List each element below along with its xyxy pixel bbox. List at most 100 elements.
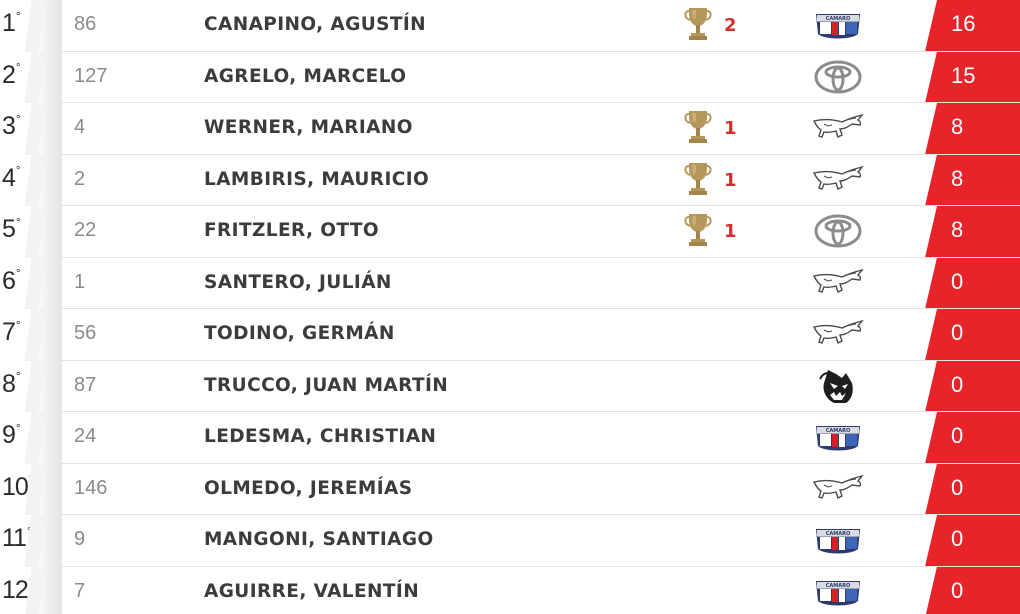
points-cell: 8 xyxy=(925,103,1020,155)
table-row[interactable]: 6° 1 SANTERO, JULIÁN 0 xyxy=(0,257,1020,309)
driver-name[interactable]: TRUCCO, JUAN MARTÍN xyxy=(204,374,449,396)
position-number: 9 xyxy=(2,421,16,449)
row-divider-stripe xyxy=(36,51,62,103)
table-row[interactable]: 10° 146 OLMEDO, JEREMÍAS 0 xyxy=(0,463,1020,515)
points-cell: 16 xyxy=(925,0,1020,52)
camaro-icon: CAMARO xyxy=(812,4,864,46)
camaro-icon: CAMARO xyxy=(812,519,864,561)
points-value: 0 xyxy=(951,474,964,500)
row-divider-stripe xyxy=(36,154,62,206)
position-cell: 1° xyxy=(0,0,62,52)
position: 2° xyxy=(2,60,21,90)
position-cell: 8° xyxy=(0,360,62,412)
position-cell: 10° xyxy=(0,463,62,515)
points-cell: 8 xyxy=(925,154,1020,206)
svg-text:CAMARO: CAMARO xyxy=(826,16,851,22)
driver-name[interactable]: LAMBIRIS, MAURICIO xyxy=(204,168,430,190)
table-row[interactable]: 8° 87 TRUCCO, JUAN MARTÍN 0 xyxy=(0,360,1020,412)
car-number: 9 xyxy=(74,528,86,550)
mustang-icon xyxy=(812,107,864,149)
points-cell: 15 xyxy=(925,51,1020,103)
driver-name[interactable]: SANTERO, JULIÁN xyxy=(204,271,392,293)
wins-count: 2 xyxy=(724,15,737,36)
row-divider-stripe xyxy=(36,0,62,52)
position-cell: 6° xyxy=(0,257,62,309)
position-suffix: ° xyxy=(15,369,21,384)
trophy-icon xyxy=(684,109,712,145)
svg-text:CAMARO: CAMARO xyxy=(826,428,851,434)
car-number: 87 xyxy=(74,373,97,396)
position-suffix: ° xyxy=(15,8,21,23)
position-number: 5 xyxy=(2,215,16,243)
position-cell: 5° xyxy=(0,206,62,258)
points-value: 0 xyxy=(951,371,964,397)
position-cell: 4° xyxy=(0,154,62,206)
table-row[interactable]: 9° 24 LEDESMA, CHRISTIAN CAMARO 0 xyxy=(0,412,1020,464)
trophy-icon xyxy=(684,212,712,248)
trophy-icon xyxy=(684,161,712,197)
table-row[interactable]: 4° 2 LAMBIRIS, MAURICIO 1 8 xyxy=(0,154,1020,206)
position-number: 6 xyxy=(2,266,16,295)
car-number: 1 xyxy=(74,270,86,293)
points-cell: 0 xyxy=(925,309,1020,361)
row-divider-stripe xyxy=(36,515,62,567)
driver-name[interactable]: TODINO, GERMÁN xyxy=(204,323,395,344)
position-cell: 9° xyxy=(0,412,62,464)
points-value: 8 xyxy=(951,165,964,191)
points-cell: 0 xyxy=(925,515,1020,567)
points-cell: 0 xyxy=(925,566,1020,614)
position: 8° xyxy=(2,369,21,399)
svg-text:CAMARO: CAMARO xyxy=(826,583,851,589)
table-row[interactable]: 1° 86 CANAPINO, AGUSTÍN 2 CAMARO 16 xyxy=(0,0,1020,52)
toyota-icon xyxy=(812,56,864,98)
position: 7° xyxy=(2,318,21,347)
dodge-hellcat-icon xyxy=(812,365,864,407)
toyota-icon xyxy=(812,210,864,252)
table-row[interactable]: 12° 7 AGUIRRE, VALENTÍN CAMARO 0 xyxy=(0,566,1020,614)
driver-name[interactable]: CANAPINO, AGUSTÍN xyxy=(204,14,427,35)
points-cell: 0 xyxy=(925,412,1020,464)
row-divider-stripe xyxy=(36,103,62,155)
driver-name[interactable]: MANGONI, SANTIAGO xyxy=(204,529,434,550)
position: 5° xyxy=(2,215,21,244)
position-cell: 11° xyxy=(0,515,62,567)
driver-name[interactable]: WERNER, MARIANO xyxy=(204,117,413,138)
table-row[interactable]: 2° 127 AGRELO, MARCELO 15 xyxy=(0,51,1020,103)
driver-name[interactable]: FRITZLER, OTTO xyxy=(204,220,379,241)
driver-name[interactable]: AGRELO, MARCELO xyxy=(204,65,407,87)
points-value: 15 xyxy=(951,62,976,88)
position-cell: 3° xyxy=(0,103,62,155)
car-number: 56 xyxy=(74,322,97,344)
mustang-icon xyxy=(812,468,864,510)
points-value: 0 xyxy=(951,320,964,345)
position: 9° xyxy=(2,421,21,450)
wins-count: 1 xyxy=(724,169,737,191)
row-divider-stripe xyxy=(36,309,62,361)
position: 3° xyxy=(2,112,21,141)
driver-name[interactable]: LEDESMA, CHRISTIAN xyxy=(204,426,437,447)
position-suffix: ° xyxy=(15,111,21,126)
table-row[interactable]: 5° 22 FRITZLER, OTTO 1 8 xyxy=(0,206,1020,258)
table-row[interactable]: 3° 4 WERNER, MARIANO 1 8 xyxy=(0,103,1020,155)
car-number: 4 xyxy=(74,116,86,138)
table-row[interactable]: 11° 9 MANGONI, SANTIAGO CAMARO 0 xyxy=(0,515,1020,567)
points-value: 0 xyxy=(951,577,964,603)
position-cell: 2° xyxy=(0,51,62,103)
car-number: 24 xyxy=(74,425,97,447)
table-row[interactable]: 7° 56 TODINO, GERMÁN 0 xyxy=(0,309,1020,361)
driver-name[interactable]: AGUIRRE, VALENTÍN xyxy=(204,580,420,602)
driver-name[interactable]: OLMEDO, JEREMÍAS xyxy=(204,477,413,499)
position-number: 10 xyxy=(2,472,29,501)
position-number: 1 xyxy=(2,9,16,37)
position-cell: 12° xyxy=(0,566,62,614)
points-cell: 0 xyxy=(925,463,1020,515)
row-divider-stripe xyxy=(36,360,62,412)
position-number: 2 xyxy=(2,60,16,89)
points-cell: 8 xyxy=(925,206,1020,258)
trophy-icon xyxy=(684,6,712,42)
svg-text:CAMARO: CAMARO xyxy=(826,531,851,537)
position: 6° xyxy=(2,266,21,296)
points-value: 0 xyxy=(951,423,964,448)
position-number: 11 xyxy=(2,524,27,552)
